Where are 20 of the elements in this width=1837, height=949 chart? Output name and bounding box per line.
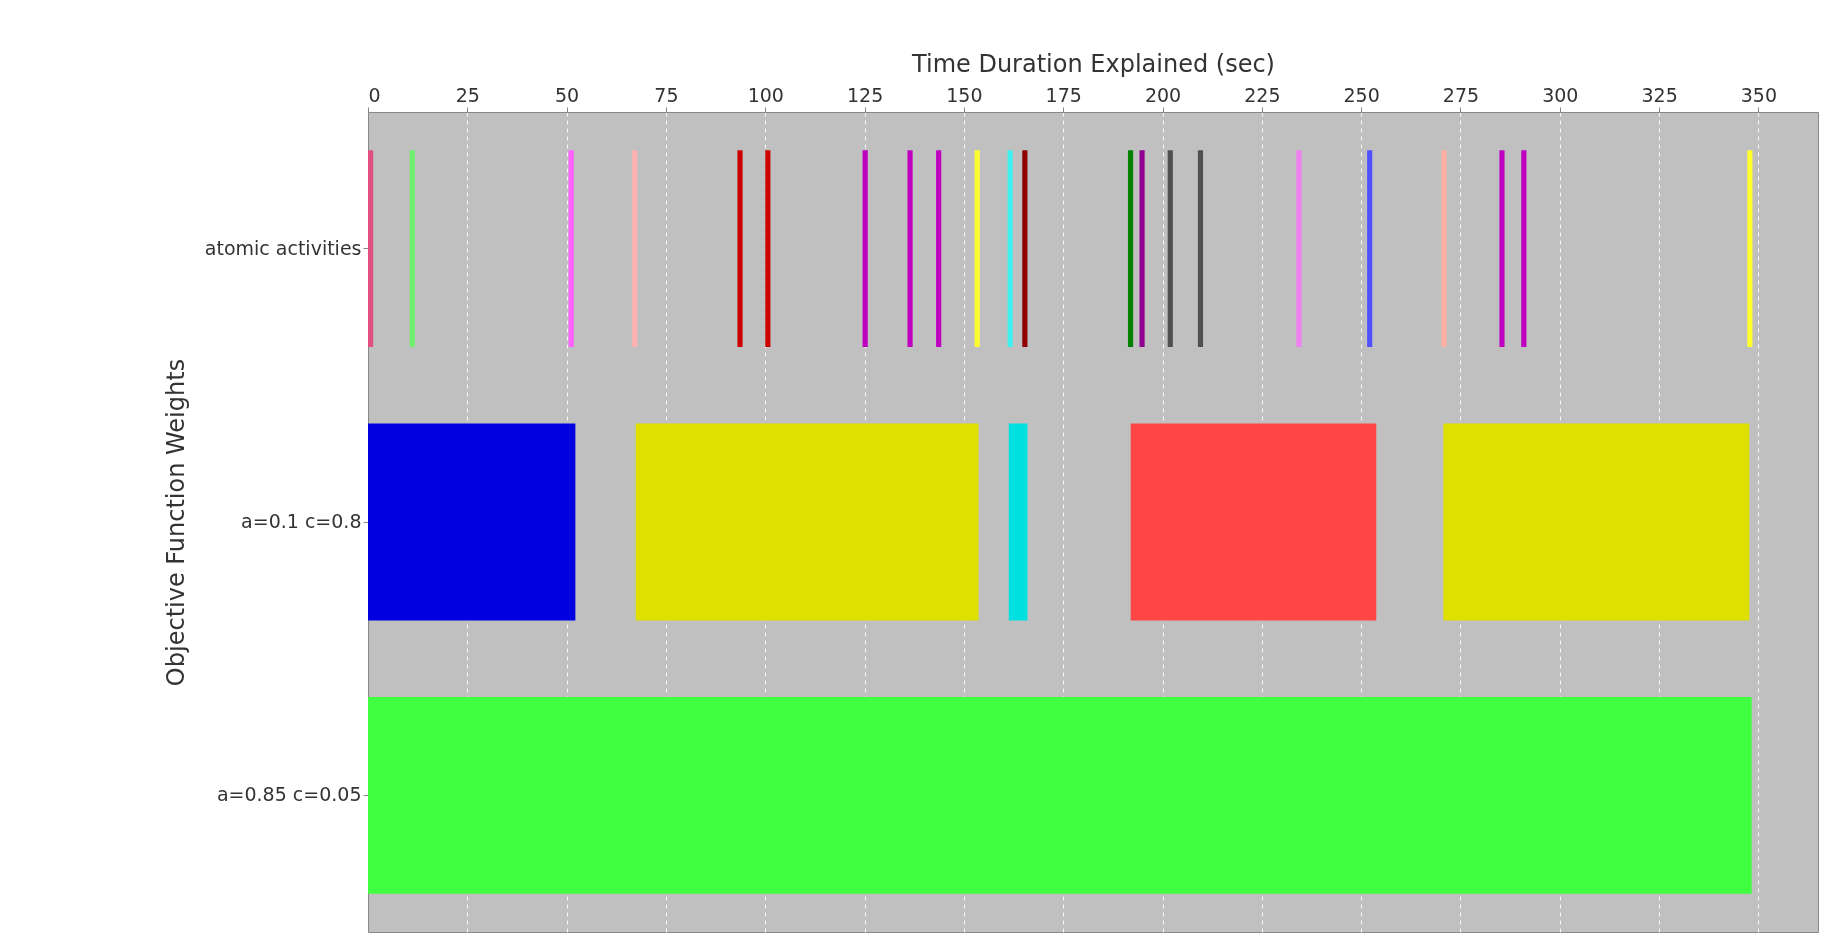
x-tick-label: 150	[946, 83, 983, 106]
x-tick-label: 350	[1740, 83, 1778, 106]
y-axis-title: Objective Function Weights	[161, 358, 190, 687]
x-tick-label: 325	[1641, 83, 1678, 106]
x-tick-label: 75	[654, 83, 679, 106]
x-tick-label: 250	[1343, 83, 1380, 106]
x-tick-label: 200	[1144, 83, 1182, 106]
y-tick-label: a=0.85 c=0.05	[216, 783, 362, 806]
x-tick-label: 125	[846, 83, 884, 106]
x-tick-label: 175	[1045, 83, 1082, 106]
y-tick-label: a=0.1 c=0.8	[241, 510, 362, 532]
x-tick-label: 300	[1542, 83, 1579, 106]
x-tick-label: 225	[1244, 83, 1281, 106]
x-tick-label: 25	[455, 83, 480, 106]
x-axis-title: Time Duration Explained (sec)	[911, 49, 1275, 78]
x-tick-label: 100	[747, 83, 784, 106]
x-tick-label: 0	[368, 83, 381, 106]
x-tick-label: 275	[1442, 83, 1480, 106]
y-tick-label: atomic activities	[204, 236, 362, 259]
x-tick-label: 50	[555, 83, 580, 106]
